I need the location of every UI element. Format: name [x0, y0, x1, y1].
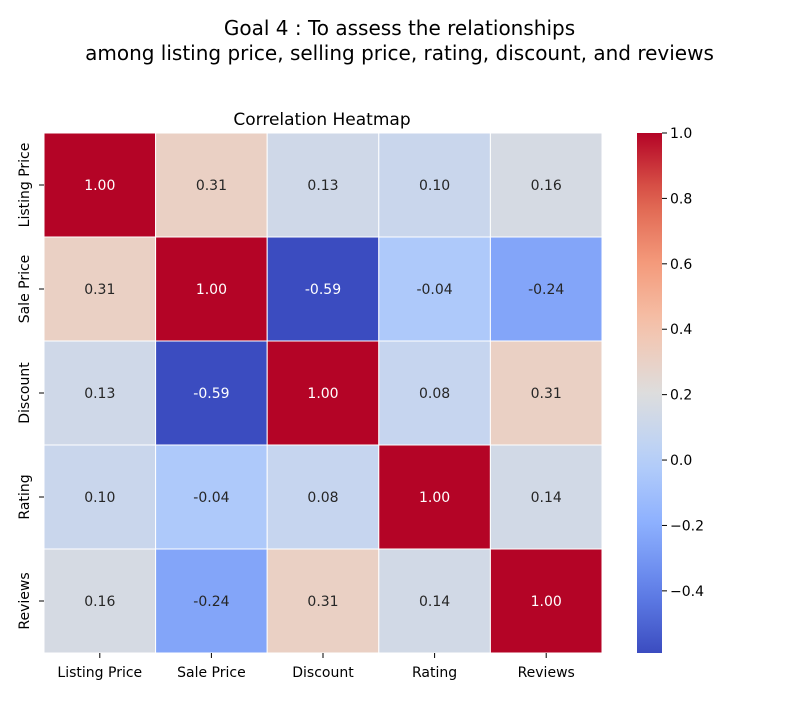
- heatmap-cell: [489, 236, 603, 342]
- heatmap-cell: [155, 340, 268, 446]
- cell-value-label: 1.00: [307, 386, 338, 402]
- cell-value-label: 0.14: [419, 594, 450, 610]
- heatmap-cell: [266, 236, 380, 342]
- heatmap-cell: [266, 444, 380, 550]
- cell-value-label: 0.31: [531, 386, 562, 402]
- y-tick-label: Discount: [17, 362, 33, 424]
- heatmap-cell: [489, 340, 603, 446]
- y-tick-label: Reviews: [17, 572, 33, 629]
- cell-value-label: -0.24: [193, 594, 229, 610]
- heatmap-cell: [489, 444, 603, 550]
- x-axis: Listing Price Sale Price Discount Rating Rev…: [57, 653, 575, 681]
- colorbar: 1.0 0.8 0.6 0.4 0.2 0.0 −0.2 −0.4: [637, 126, 704, 653]
- heatmap-cell: [155, 236, 268, 342]
- figure-suptitle-line1: Goal 4 : To assess the relationships: [223, 16, 576, 40]
- cell-value-label: 0.31: [84, 282, 115, 298]
- cell-value-label: 0.16: [531, 178, 562, 194]
- y-axis: Listing Price Sale Price Discount Rating Rev…: [17, 143, 44, 630]
- heatmap-cell: [489, 132, 603, 238]
- cell-value-label: 0.31: [307, 594, 338, 610]
- colorbar-tick-label: 0.6: [670, 257, 692, 273]
- cell-value-label: 1.00: [419, 490, 450, 506]
- colorbar-tick-label: −0.4: [670, 584, 704, 600]
- cell-value-label: 0.14: [531, 490, 562, 506]
- colorbar-tick-label: 0.4: [670, 322, 692, 338]
- heatmap-cell: [378, 340, 491, 446]
- cell-value-label: 0.13: [84, 386, 115, 402]
- figure-suptitle-line2: among listing price, selling price, rati…: [85, 41, 714, 65]
- cell-value-label: 0.10: [419, 178, 450, 194]
- cell-value-label: -0.59: [193, 386, 229, 402]
- cell-value-label: 1.00: [531, 594, 562, 610]
- colorbar-gradient: [637, 133, 662, 653]
- x-tick-label: Reviews: [518, 665, 575, 681]
- colorbar-tick-label: −0.2: [670, 518, 704, 534]
- heatmap-cell: [43, 548, 157, 654]
- cell-value-label: -0.59: [305, 282, 341, 298]
- cell-value-label: 0.10: [84, 490, 115, 506]
- cell-value-label: -0.04: [416, 282, 452, 298]
- y-tick-label: Listing Price: [17, 143, 33, 228]
- heatmap-annotations: 1.00 0.31 0.13 0.10 0.16 0.31 1.00 -0.59 -0.04 -0…: [84, 178, 564, 610]
- cell-value-label: 1.00: [196, 282, 227, 298]
- cell-value-label: 0.08: [419, 386, 450, 402]
- x-tick-label: Rating: [412, 665, 457, 681]
- cell-value-label: 0.16: [84, 594, 115, 610]
- x-tick-label: Listing Price: [57, 665, 142, 681]
- heatmap-cell: [378, 548, 491, 654]
- cell-value-label: 0.08: [307, 490, 338, 506]
- cell-value-label: 1.00: [84, 178, 115, 194]
- cell-value-label: -0.04: [193, 490, 229, 506]
- heatmap-cells: [43, 132, 603, 654]
- y-tick-label: Sale Price: [17, 255, 33, 324]
- heatmap-cell: [266, 132, 380, 238]
- heatmap-cell: [266, 548, 380, 654]
- chart-title: Correlation Heatmap: [233, 110, 410, 130]
- heatmap-cell: [378, 132, 491, 238]
- heatmap-cell: [155, 444, 268, 550]
- x-tick-label: Discount: [292, 665, 354, 681]
- y-tick-label: Rating: [17, 474, 33, 519]
- colorbar-tick-label: 0.8: [670, 191, 692, 207]
- colorbar-tick-label: 1.0: [670, 126, 692, 142]
- cell-value-label: 0.31: [196, 178, 227, 194]
- heatmap-cell: [266, 340, 380, 446]
- heatmap-cell: [43, 340, 157, 446]
- colorbar-tick-label: 0.2: [670, 388, 692, 404]
- x-tick-label: Sale Price: [177, 665, 246, 681]
- heatmap-cell: [489, 548, 603, 654]
- cell-value-label: 0.13: [307, 178, 338, 194]
- cell-value-label: -0.24: [528, 282, 564, 298]
- colorbar-tick-label: 0.0: [670, 453, 692, 469]
- heatmap-cell: [43, 236, 157, 342]
